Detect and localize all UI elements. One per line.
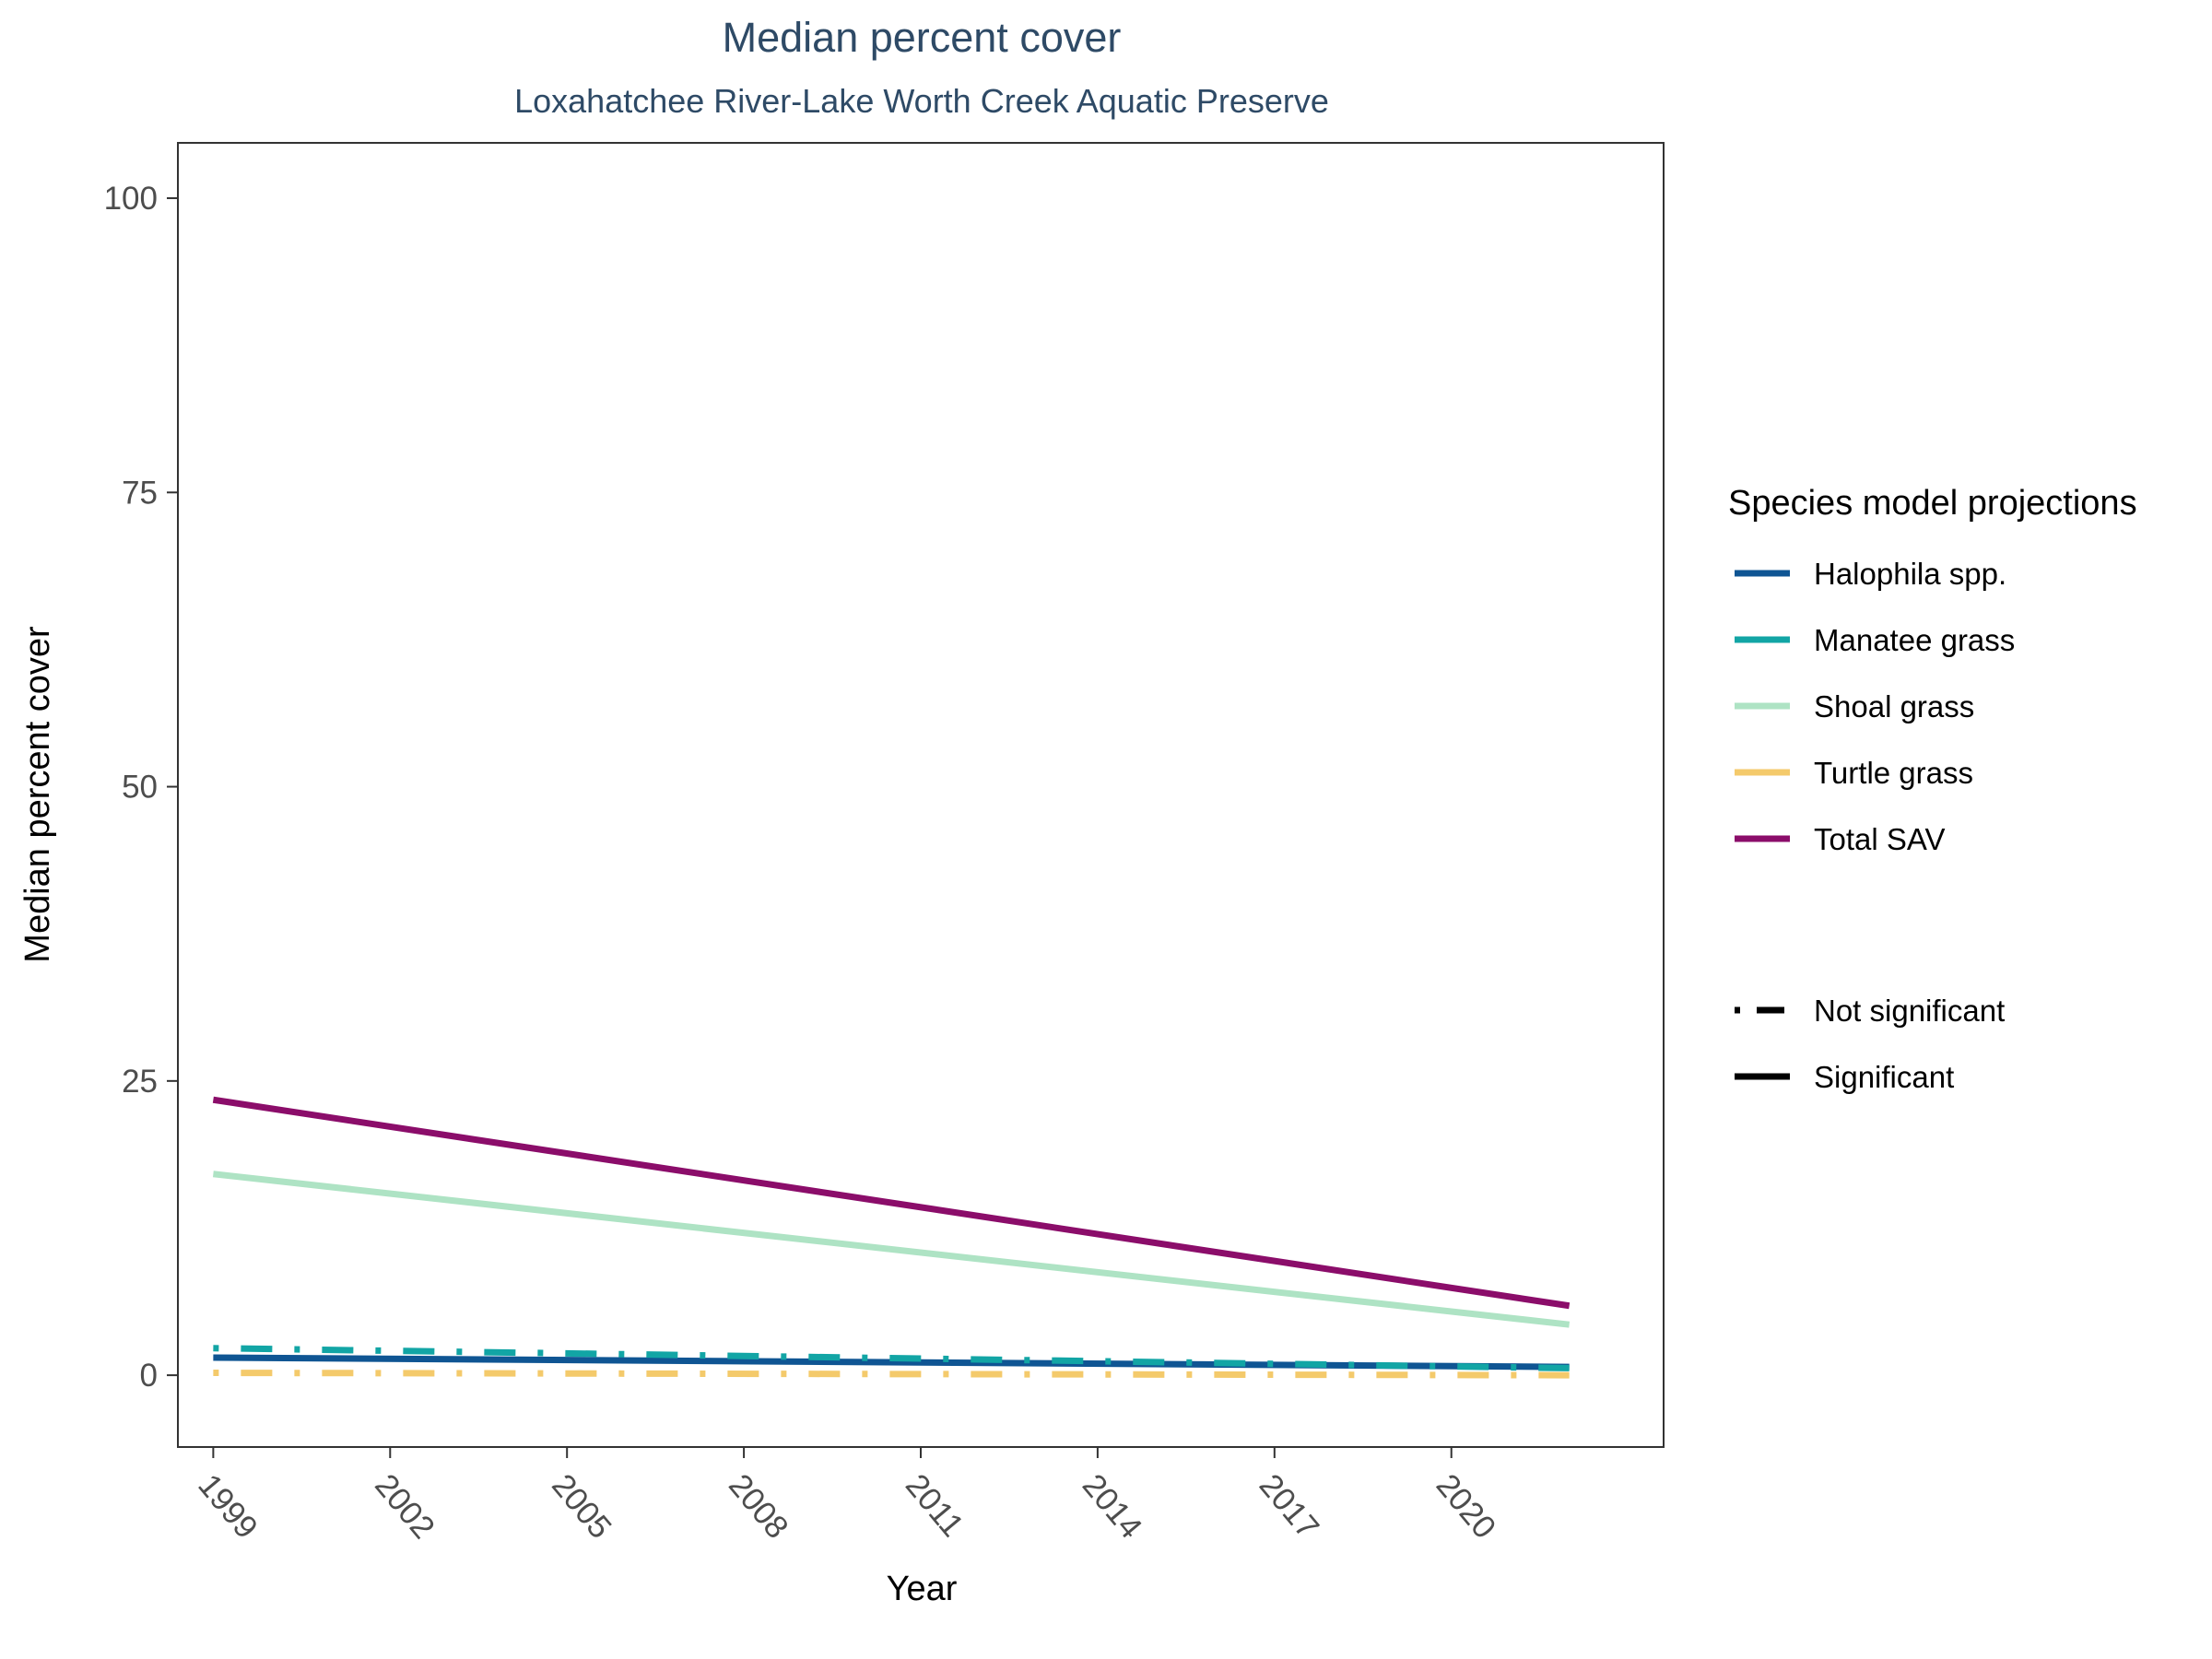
series-line-manatee-grass <box>213 1345 1570 1371</box>
series-line-halophila-spp <box>213 1354 1570 1371</box>
legend-label: Total SAV <box>1814 822 1945 856</box>
y-tick-label: 25 <box>122 1064 158 1100</box>
y-tick-label: 75 <box>122 475 158 511</box>
legend-title: Species model projections <box>1728 484 2137 523</box>
x-tick-label: 2014 <box>1076 1467 1149 1546</box>
legend-label: Halophila spp. <box>1814 557 2006 591</box>
x-tick-label: 1999 <box>191 1467 265 1546</box>
y-axis: 0 25 50 75 100 <box>104 181 178 1394</box>
legend-label: Manatee grass <box>1814 623 2015 657</box>
x-tick-label: 2020 <box>1430 1467 1503 1546</box>
series-line-total-sav <box>212 1096 1571 1310</box>
x-tick-label: 2002 <box>368 1467 441 1546</box>
x-axis-title: Year <box>887 1570 958 1608</box>
x-tick-label: 2011 <box>899 1467 971 1544</box>
y-axis-title: Median percent cover <box>18 626 57 963</box>
legend-label: Turtle grass <box>1814 756 1973 790</box>
chart-title: Median percent cover <box>723 14 1122 61</box>
x-axis: 1999 2002 2005 2008 2011 2014 2017 2020 <box>191 1447 1503 1546</box>
series-line-turtle-grass <box>213 1370 1570 1379</box>
legend-linetype-label: Not significant <box>1814 994 2005 1028</box>
y-tick-label: 0 <box>140 1358 158 1394</box>
x-tick-label: 2005 <box>545 1467 618 1546</box>
x-tick-label: 2017 <box>1253 1467 1326 1546</box>
series-line-shoal-grass <box>212 1171 1571 1328</box>
legend: Species model projections Halophila spp.… <box>1728 484 2137 1094</box>
y-tick-label: 100 <box>104 181 158 217</box>
x-tick-label: 2008 <box>722 1467 795 1546</box>
series-layer <box>212 1096 1571 1379</box>
legend-linetypes: Not significant Significant <box>1735 994 2005 1094</box>
legend-items: Halophila spp. Manatee grass Shoal grass Tu… <box>1735 557 2015 856</box>
y-tick-label: 50 <box>122 770 158 806</box>
legend-label: Shoal grass <box>1814 689 1974 724</box>
chart-subtitle: Loxahatchee River-Lake Worth Creek Aquat… <box>514 82 1329 120</box>
legend-linetype-label: Significant <box>1814 1060 1954 1094</box>
